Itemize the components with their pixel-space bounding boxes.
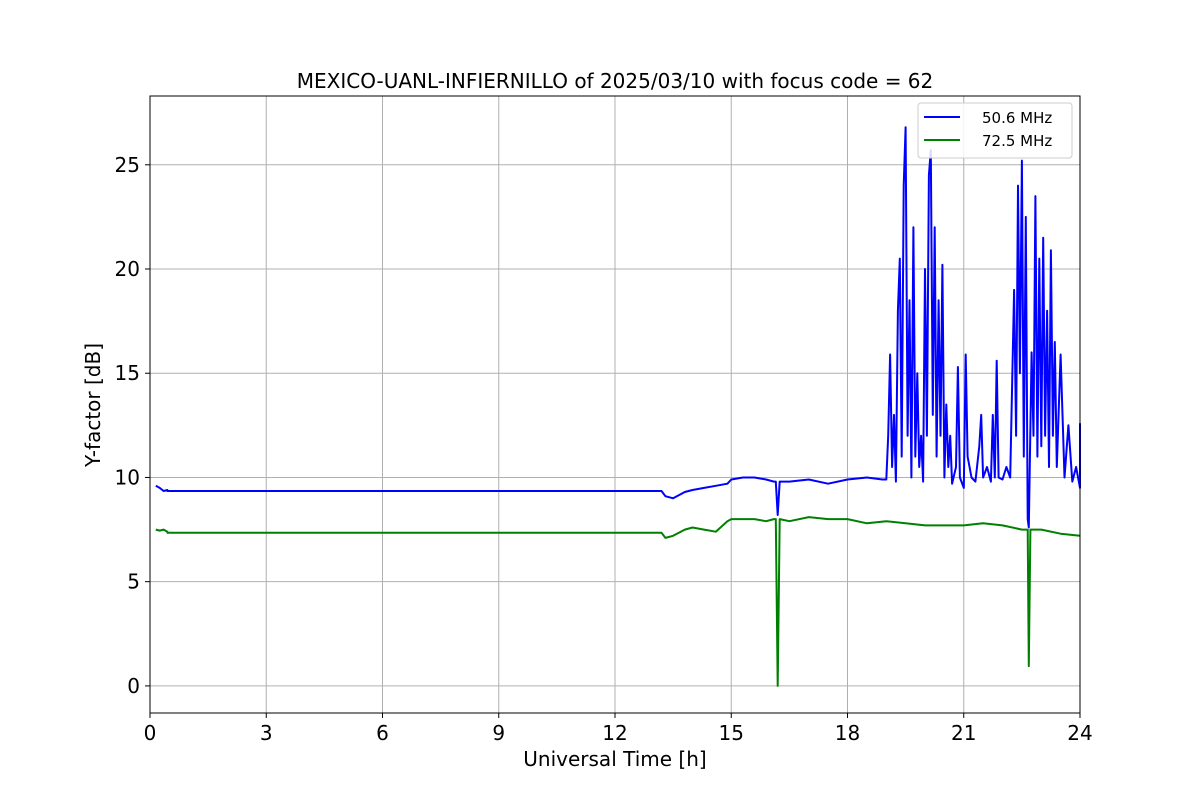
x-tick-label: 0 xyxy=(144,721,157,745)
y-ticks: 0 5 10 15 20 25 xyxy=(115,153,150,698)
legend-label-series-2: 72.5 MHz xyxy=(982,132,1052,150)
series-line-2 xyxy=(155,516,1081,687)
series-line-1 xyxy=(155,126,1081,529)
x-tick-label: 12 xyxy=(602,721,627,745)
y-tick-label: 20 xyxy=(115,257,140,281)
x-ticks: 0 3 6 9 12 15 18 21 24 xyxy=(144,713,1093,745)
y-tick-label: 10 xyxy=(115,465,140,489)
x-tick-label: 3 xyxy=(260,721,273,745)
x-tick-label: 6 xyxy=(376,721,389,745)
x-tick-label: 18 xyxy=(835,721,860,745)
x-axis-label: Universal Time [h] xyxy=(523,747,706,771)
legend: 50.6 MHz 72.5 MHz xyxy=(917,102,1073,159)
x-tick-label: 9 xyxy=(492,721,505,745)
y-tick-label: 25 xyxy=(115,153,140,177)
y-tick-label: 5 xyxy=(127,570,140,594)
chart-title: MEXICO-UANL-INFIERNILLO of 2025/03/10 wi… xyxy=(297,69,934,93)
x-tick-label: 15 xyxy=(719,721,744,745)
legend-label-series-1: 50.6 MHz xyxy=(982,109,1052,127)
y-tick-label: 0 xyxy=(127,674,140,698)
y-axis-label: Y-factor [dB] xyxy=(81,343,105,468)
x-tick-label: 21 xyxy=(951,721,976,745)
y-tick-label: 15 xyxy=(115,361,140,385)
series-layer xyxy=(155,126,1081,687)
x-tick-label: 24 xyxy=(1067,721,1092,745)
